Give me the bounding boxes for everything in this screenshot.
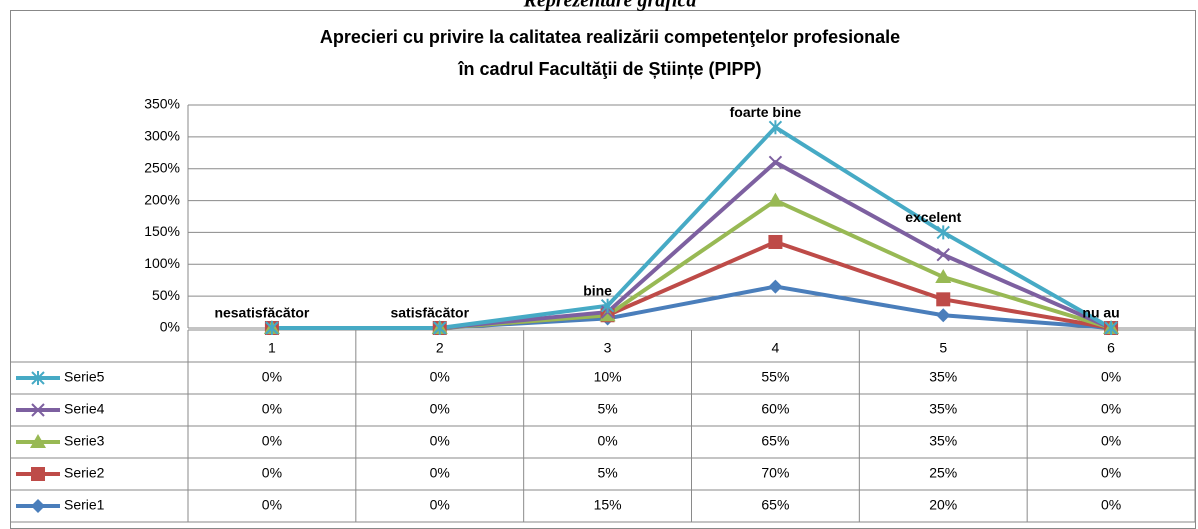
chart-border [10, 10, 1196, 529]
table-cell: 0% [430, 465, 450, 481]
point-label: bine [583, 282, 612, 298]
chart-title: în cadrul Facultăţii de Științe (PIPP) [457, 59, 761, 79]
x-tick-label: 5 [939, 340, 947, 356]
marker [767, 192, 784, 207]
chart-title: Aprecieri cu privire la calitatea realiz… [320, 27, 900, 47]
y-tick-label: 200% [144, 191, 180, 207]
table-cell: 65% [761, 497, 789, 513]
table-cell: 65% [761, 433, 789, 449]
table-cell: 55% [761, 369, 789, 385]
y-tick-label: 150% [144, 223, 180, 239]
y-tick-label: 0% [160, 319, 180, 335]
marker [768, 279, 783, 294]
y-tick-label: 50% [152, 287, 180, 303]
table-cell: 0% [430, 497, 450, 513]
point-label: nesatisfăcător [214, 305, 309, 321]
table-cell: 35% [929, 433, 957, 449]
point-label: excelent [905, 209, 961, 225]
table-cell: 0% [262, 369, 282, 385]
table-cell: 0% [430, 433, 450, 449]
legend-marker [31, 467, 45, 481]
table-cell: 0% [1101, 369, 1121, 385]
legend-label: Serie2 [64, 465, 105, 481]
table-cell: 0% [597, 433, 617, 449]
y-tick-label: 250% [144, 159, 180, 175]
table-cell: 0% [430, 401, 450, 417]
table-cell: 0% [262, 465, 282, 481]
table-cell: 5% [597, 401, 617, 417]
table-cell: 35% [929, 369, 957, 385]
table-cell: 0% [262, 433, 282, 449]
legend-label: Serie4 [64, 401, 105, 417]
marker [265, 321, 279, 335]
legend-label: Serie5 [64, 369, 105, 385]
legend-marker [30, 434, 46, 448]
legend-marker [31, 403, 45, 417]
marker [599, 307, 616, 322]
table-cell: 5% [597, 465, 617, 481]
legend-label: Serie3 [64, 433, 105, 449]
table-cell: 10% [594, 369, 622, 385]
table-cell: 20% [929, 497, 957, 513]
marker [433, 321, 447, 335]
x-tick-label: 6 [1107, 340, 1115, 356]
table-cell: 70% [761, 465, 789, 481]
marker [936, 308, 951, 323]
y-tick-label: 300% [144, 128, 180, 144]
point-label: foarte bine [730, 104, 802, 120]
point-label: satisfăcător [390, 305, 469, 321]
marker [935, 269, 952, 284]
y-tick-label: 100% [144, 255, 180, 271]
marker [768, 120, 783, 135]
table-cell: 0% [262, 497, 282, 513]
marker [936, 292, 951, 307]
marker [768, 234, 783, 249]
legend-label: Serie1 [64, 497, 105, 513]
table-cell: 0% [1101, 497, 1121, 513]
marker [600, 298, 615, 313]
table-cell: 0% [262, 401, 282, 417]
table-cell: 15% [594, 497, 622, 513]
marker [936, 225, 950, 240]
series-line [271, 124, 1113, 330]
table-cell: 35% [929, 401, 957, 417]
table-cell: 60% [761, 401, 789, 417]
x-tick-label: 2 [436, 340, 444, 356]
x-tick-label: 4 [772, 340, 780, 356]
table-cell: 0% [1101, 433, 1121, 449]
table-cell: 0% [1101, 465, 1121, 481]
x-tick-label: 1 [268, 340, 276, 356]
marker [936, 248, 950, 262]
marker [1104, 321, 1118, 335]
table-cell: 25% [929, 465, 957, 481]
point-label: nu au [1082, 305, 1119, 321]
legend-marker [31, 499, 45, 513]
marker [768, 155, 783, 170]
page-heading: Reprezentare grafică [523, 0, 697, 12]
y-tick-label: 350% [144, 96, 180, 112]
table-cell: 0% [430, 369, 450, 385]
table-cell: 0% [1101, 401, 1121, 417]
legend-marker [31, 371, 45, 385]
x-tick-label: 3 [604, 340, 612, 356]
